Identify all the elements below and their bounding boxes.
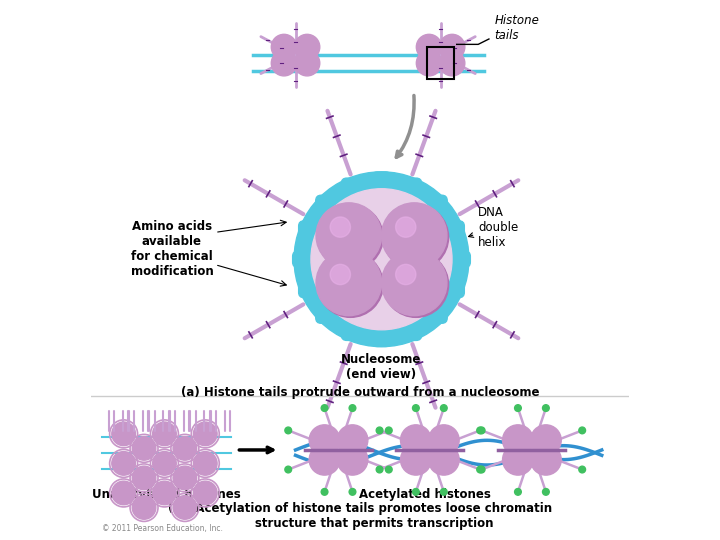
FancyBboxPatch shape — [292, 251, 312, 267]
Circle shape — [337, 425, 368, 456]
Circle shape — [503, 425, 534, 456]
Circle shape — [377, 427, 383, 434]
Text: Nucleosome
(end view): Nucleosome (end view) — [341, 353, 422, 381]
Circle shape — [132, 496, 156, 519]
Circle shape — [294, 51, 320, 76]
Circle shape — [382, 203, 447, 268]
Circle shape — [515, 404, 521, 411]
FancyBboxPatch shape — [316, 307, 336, 323]
FancyBboxPatch shape — [402, 324, 422, 340]
Circle shape — [383, 252, 449, 318]
Circle shape — [416, 51, 442, 76]
FancyBboxPatch shape — [372, 330, 392, 347]
Circle shape — [330, 217, 351, 237]
Circle shape — [173, 436, 197, 460]
Text: Amino acids
available
for chemical
modification: Amino acids available for chemical modif… — [130, 220, 213, 278]
Circle shape — [413, 404, 419, 411]
Circle shape — [531, 444, 562, 475]
Circle shape — [316, 250, 382, 316]
Circle shape — [112, 422, 135, 446]
Circle shape — [543, 489, 549, 495]
Circle shape — [173, 466, 197, 490]
Text: (a) Histone tails protrude outward from a nucleosome: (a) Histone tails protrude outward from … — [181, 386, 539, 399]
Circle shape — [439, 51, 465, 76]
FancyBboxPatch shape — [299, 281, 318, 298]
Circle shape — [395, 217, 416, 237]
Circle shape — [318, 252, 383, 318]
Text: (b)  Acetylation of histone tails promotes loose chromatin
       structure that: (b) Acetylation of histone tails promote… — [168, 502, 552, 530]
Circle shape — [271, 51, 297, 76]
Circle shape — [579, 427, 585, 434]
Circle shape — [337, 444, 368, 475]
Circle shape — [413, 489, 419, 495]
Circle shape — [531, 425, 562, 456]
FancyBboxPatch shape — [444, 281, 464, 298]
Circle shape — [321, 489, 328, 495]
Text: © 2011 Pearson Education, Inc.: © 2011 Pearson Education, Inc. — [102, 524, 223, 533]
Circle shape — [503, 444, 534, 475]
Circle shape — [285, 466, 292, 473]
Circle shape — [441, 404, 447, 411]
Circle shape — [330, 265, 351, 285]
Text: Unacetylated histones: Unacetylated histones — [92, 488, 241, 501]
Circle shape — [321, 404, 328, 411]
FancyBboxPatch shape — [444, 221, 464, 237]
Bar — [427, 47, 454, 79]
Circle shape — [385, 466, 392, 473]
Circle shape — [194, 481, 217, 505]
Text: Acetylated histones: Acetylated histones — [359, 488, 490, 501]
Circle shape — [385, 427, 392, 434]
Circle shape — [441, 489, 447, 495]
Circle shape — [383, 205, 449, 270]
Circle shape — [194, 451, 217, 475]
Circle shape — [173, 496, 197, 519]
Circle shape — [477, 427, 483, 434]
Circle shape — [194, 422, 217, 446]
FancyBboxPatch shape — [372, 172, 392, 188]
Circle shape — [153, 422, 176, 446]
Circle shape — [132, 436, 156, 460]
Circle shape — [395, 265, 416, 285]
Circle shape — [349, 489, 356, 495]
Circle shape — [112, 481, 135, 505]
Circle shape — [579, 466, 585, 473]
Circle shape — [153, 451, 176, 475]
Text: Histone
tails: Histone tails — [495, 14, 539, 42]
Circle shape — [400, 425, 431, 456]
Circle shape — [271, 35, 297, 60]
Circle shape — [112, 451, 135, 475]
FancyBboxPatch shape — [402, 178, 422, 194]
FancyBboxPatch shape — [299, 221, 318, 237]
FancyBboxPatch shape — [316, 195, 336, 212]
Circle shape — [382, 250, 447, 316]
Circle shape — [316, 203, 382, 268]
Circle shape — [439, 35, 465, 60]
FancyBboxPatch shape — [341, 178, 361, 194]
FancyBboxPatch shape — [428, 307, 447, 323]
Circle shape — [294, 172, 469, 347]
Circle shape — [132, 466, 156, 490]
Circle shape — [477, 466, 483, 473]
Circle shape — [400, 444, 431, 475]
Circle shape — [478, 427, 485, 434]
FancyBboxPatch shape — [451, 251, 470, 267]
Circle shape — [285, 427, 292, 434]
Circle shape — [515, 489, 521, 495]
Circle shape — [478, 466, 485, 473]
Circle shape — [543, 404, 549, 411]
FancyBboxPatch shape — [428, 195, 447, 212]
Circle shape — [428, 425, 459, 456]
Circle shape — [309, 425, 340, 456]
Circle shape — [428, 444, 459, 475]
FancyBboxPatch shape — [341, 324, 361, 340]
Text: DNA
double
helix: DNA double helix — [469, 206, 518, 248]
Circle shape — [416, 35, 442, 60]
Circle shape — [377, 466, 383, 473]
Circle shape — [153, 481, 176, 505]
Circle shape — [309, 444, 340, 475]
Circle shape — [311, 189, 452, 330]
Circle shape — [294, 35, 320, 60]
Circle shape — [349, 404, 356, 411]
Circle shape — [318, 205, 383, 270]
